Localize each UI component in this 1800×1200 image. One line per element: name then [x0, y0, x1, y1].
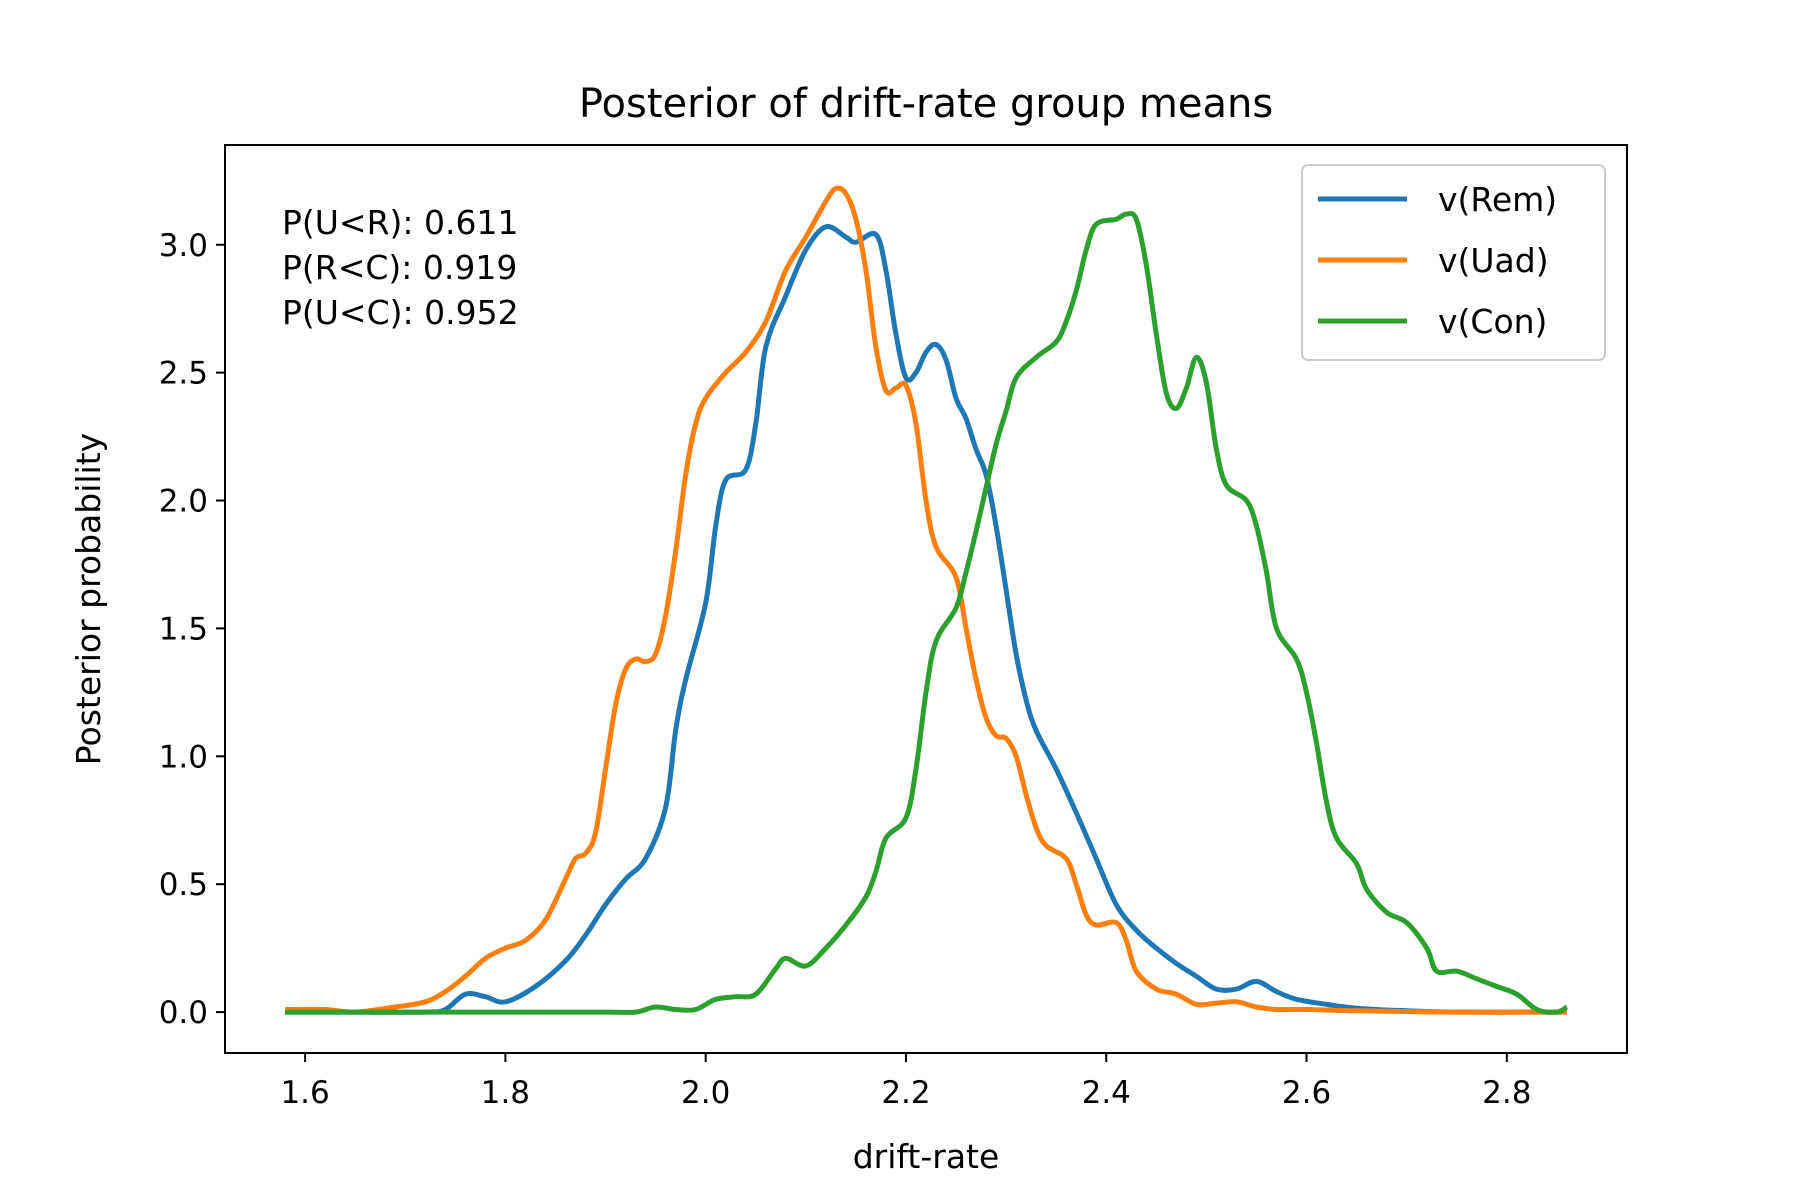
probability-annotations: P(U<R): 0.611 P(R<C): 0.919 P(U<C): 0.95…	[282, 203, 519, 332]
x-tick-label: 2.6	[1282, 1075, 1331, 1111]
y-tick-label: 2.0	[159, 484, 208, 520]
x-tick-label: 2.4	[1082, 1075, 1131, 1111]
y-tick-label: 1.0	[159, 739, 208, 775]
x-tick-label: 2.2	[881, 1075, 930, 1111]
legend-label-con: v(Con)	[1438, 302, 1547, 341]
x-axis-label: drift-rate	[853, 1137, 1000, 1176]
plot-frame	[224, 144, 1628, 1054]
series-line-con	[285, 210, 1569, 1015]
annotation-u-less-r: P(U<R): 0.611	[282, 203, 518, 242]
plot-area	[224, 144, 1628, 1054]
x-tick-label: 2.8	[1482, 1075, 1531, 1111]
annotation-u-less-c: P(U<C): 0.952	[282, 293, 519, 332]
series-line-uad	[285, 185, 1567, 1015]
y-tick-label: 0.0	[159, 995, 208, 1031]
legend-label-rem: v(Rem)	[1438, 180, 1557, 219]
x-tick-label: 1.6	[280, 1075, 329, 1111]
y-tick-label: 1.5	[159, 611, 208, 647]
x-tick-label: 1.8	[481, 1075, 530, 1111]
y-axis-ticks: 0.0 0.5 1.0 1.5 2.0 2.5 3.0	[159, 228, 225, 1031]
legend-label-uad: v(Uad)	[1438, 241, 1549, 280]
y-axis-label: Posterior probability	[69, 433, 108, 765]
legend: v(Rem) v(Uad) v(Con)	[1301, 164, 1606, 361]
x-axis-ticks: 1.6 1.8 2.0 2.2 2.4 2.6 2.8	[280, 1053, 1531, 1111]
series-line-rem	[285, 224, 1567, 1015]
y-tick-label: 2.5	[159, 356, 208, 392]
annotation-r-less-c: P(R<C): 0.919	[282, 248, 517, 287]
y-tick-label: 0.5	[159, 867, 208, 903]
chart-title: Posterior of drift-rate group means	[579, 81, 1273, 127]
x-tick-label: 2.0	[681, 1075, 730, 1111]
series-group	[285, 185, 1569, 1015]
legend-box	[1301, 164, 1606, 361]
y-tick-label: 3.0	[159, 228, 208, 264]
